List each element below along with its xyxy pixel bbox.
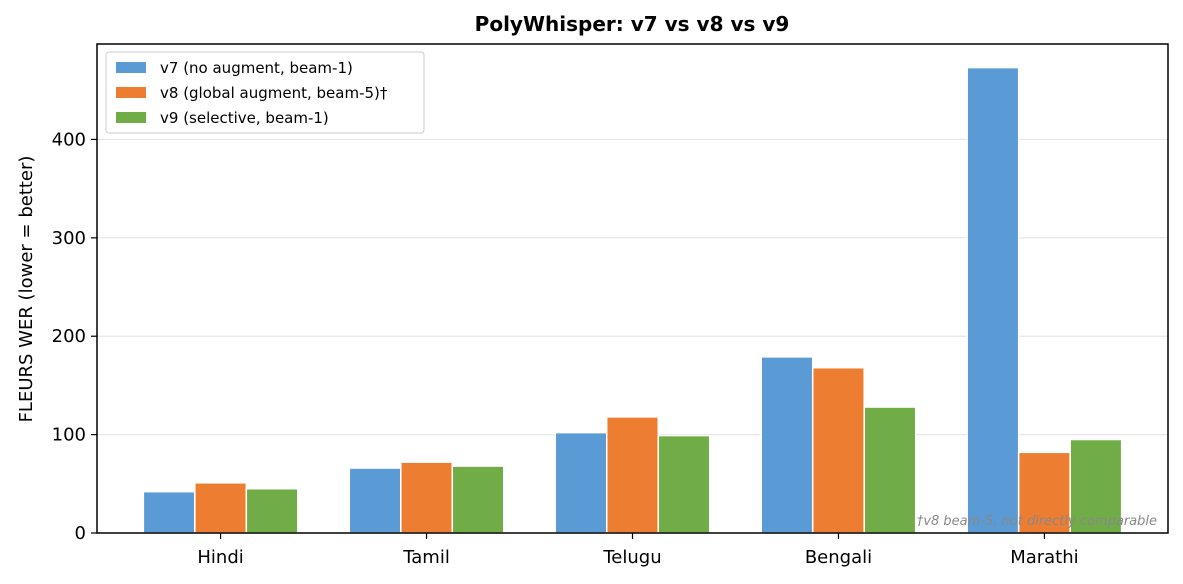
bar	[811, 366, 865, 534]
bar	[451, 465, 505, 534]
x-tick-label: Marathi	[1010, 547, 1078, 568]
legend-label: v9 (selective, beam-1)	[160, 109, 329, 127]
x-tick-label: Telugu	[602, 547, 661, 568]
x-axis-ticks: Hindi Tamil Telugu Bengali Marathi	[197, 533, 1079, 568]
legend-label: v8 (global augment, beam-5)†	[160, 84, 388, 102]
x-tick-label: Hindi	[197, 547, 243, 568]
bar	[348, 467, 402, 534]
x-tick-label: Bengali	[805, 547, 872, 568]
y-tick-label: 400	[52, 129, 86, 150]
bar	[760, 356, 814, 534]
y-tick-label: 300	[52, 228, 86, 249]
legend: v7 (no augment, beam-1) v8 (global augmen…	[105, 51, 425, 134]
legend-swatch	[116, 87, 146, 98]
bar	[400, 461, 454, 534]
y-tick-label: 0	[75, 523, 86, 544]
bar	[657, 434, 711, 534]
y-axis-label: FLEURS WER (lower = better)	[16, 156, 37, 423]
bar	[1017, 451, 1071, 534]
bar	[863, 406, 917, 534]
bar	[606, 416, 659, 534]
bar	[142, 490, 196, 534]
y-tick-label: 100	[52, 425, 86, 446]
legend-label: v7 (no augment, beam-1)	[160, 59, 353, 77]
chart-footnote: †v8 beam-5, not directly comparable	[917, 514, 1157, 529]
bar	[194, 482, 248, 534]
y-tick-label: 200	[52, 326, 86, 347]
bar	[966, 66, 1020, 534]
bar	[554, 431, 608, 534]
legend-box	[105, 51, 425, 134]
bar	[245, 487, 299, 534]
bars	[142, 66, 1123, 534]
chart-title: PolyWhisper: v7 vs v8 vs v9	[475, 12, 790, 36]
legend-swatch	[116, 112, 146, 123]
legend-swatch	[116, 62, 146, 73]
bar	[1069, 438, 1123, 534]
y-axis-ticks: 0 100 200 300 400	[52, 129, 97, 544]
x-tick-label: Tamil	[402, 547, 450, 568]
